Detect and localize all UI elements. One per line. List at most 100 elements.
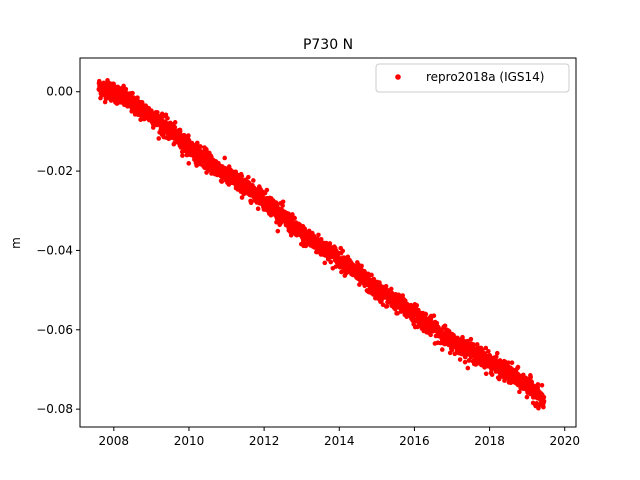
y-axis: 0.00 −0.02 −0.04 −0.06 −0.08: [36, 85, 80, 416]
data-point: [123, 86, 129, 92]
data-point: [163, 112, 169, 118]
data-point: [414, 303, 420, 308]
x-tick-label: 2014: [324, 434, 355, 448]
data-point: [428, 332, 433, 338]
data-point: [460, 334, 465, 340]
data-point: [186, 161, 192, 166]
x-tick-label: 2018: [474, 434, 505, 448]
data-point: [541, 404, 546, 410]
data-point: [177, 129, 183, 134]
data-point: [400, 293, 406, 298]
data-point: [449, 347, 455, 353]
data-point: [327, 241, 333, 246]
data-point: [388, 286, 394, 292]
data-point: [172, 125, 178, 130]
data-point: [442, 323, 448, 329]
data-point: [541, 394, 547, 400]
data-point: [97, 78, 102, 84]
data-point: [255, 206, 261, 212]
x-tick-label: 2016: [399, 434, 430, 448]
data-point: [465, 365, 471, 371]
x-tick-label: 2008: [99, 434, 130, 448]
data-point: [333, 264, 339, 269]
data-point: [138, 117, 143, 122]
data-point: [515, 364, 521, 370]
data-point: [198, 144, 203, 149]
data-point: [524, 394, 530, 400]
data-point: [121, 83, 126, 89]
legend-marker: [395, 74, 401, 80]
data-point: [369, 272, 374, 278]
data-point: [468, 336, 474, 342]
data-point: [165, 115, 170, 121]
data-point: [314, 236, 320, 241]
data-point: [509, 360, 515, 366]
data-point: [496, 376, 502, 382]
data-point: [483, 371, 489, 377]
data-point: [239, 195, 245, 200]
data-point: [275, 228, 281, 234]
data-point: [423, 312, 429, 317]
y-tick-label: −0.02: [36, 164, 73, 178]
data-point: [316, 232, 321, 238]
data-point: [486, 348, 491, 354]
data-point: [328, 259, 334, 265]
data-point: [395, 310, 400, 316]
data-point: [322, 260, 328, 266]
data-point: [494, 350, 500, 356]
data-point: [431, 313, 437, 319]
data-point: [290, 212, 295, 217]
plot-frame: [79, 57, 577, 428]
data-point: [489, 372, 495, 377]
x-tick-label: 2012: [249, 434, 280, 448]
x-tick-label: 2010: [174, 434, 205, 448]
data-point: [457, 357, 463, 362]
x-axis: 2008 2010 2012 2014 2016 2018 2020: [99, 427, 580, 448]
data-point: [340, 248, 346, 254]
data-point: [483, 345, 489, 351]
y-tick-label: −0.04: [36, 243, 73, 257]
data-point: [186, 133, 191, 138]
data-point: [248, 200, 254, 206]
data-point: [239, 173, 245, 179]
legend-box: [375, 63, 570, 93]
data-point: [493, 354, 499, 360]
x-tick-label: 2020: [549, 434, 580, 448]
data-points: [96, 78, 547, 411]
data-point: [466, 358, 472, 363]
data-point: [502, 378, 507, 383]
data-point: [384, 303, 390, 309]
data-point: [219, 179, 225, 184]
y-axis-label: m: [9, 237, 23, 249]
data-point: [541, 398, 547, 404]
data-point: [280, 199, 286, 205]
chart-title: P730 N: [303, 37, 353, 53]
data-point: [462, 359, 468, 365]
data-point: [292, 215, 297, 221]
legend: repro2018a (IGS14): [375, 63, 570, 93]
y-tick-label: −0.06: [36, 323, 73, 337]
data-point: [130, 90, 135, 96]
data-point: [528, 374, 533, 380]
data-point: [536, 405, 541, 411]
data-point: [172, 120, 178, 125]
data-point: [506, 360, 511, 366]
data-point: [359, 263, 364, 269]
data-point: [180, 153, 185, 158]
data-point: [371, 276, 377, 282]
data-point: [264, 187, 270, 193]
data-point: [135, 95, 140, 100]
data-point: [205, 167, 211, 173]
y-tick-label: −0.08: [36, 402, 73, 416]
data-point: [535, 382, 541, 387]
data-point: [539, 383, 545, 388]
data-point: [517, 389, 522, 395]
y-tick-label: 0.00: [46, 85, 73, 99]
data-point: [156, 136, 162, 141]
data-point: [222, 155, 228, 161]
data-point: [383, 283, 389, 289]
data-point: [251, 178, 256, 183]
data-point: [280, 203, 285, 208]
legend-label: repro2018a (IGS14): [426, 70, 544, 84]
